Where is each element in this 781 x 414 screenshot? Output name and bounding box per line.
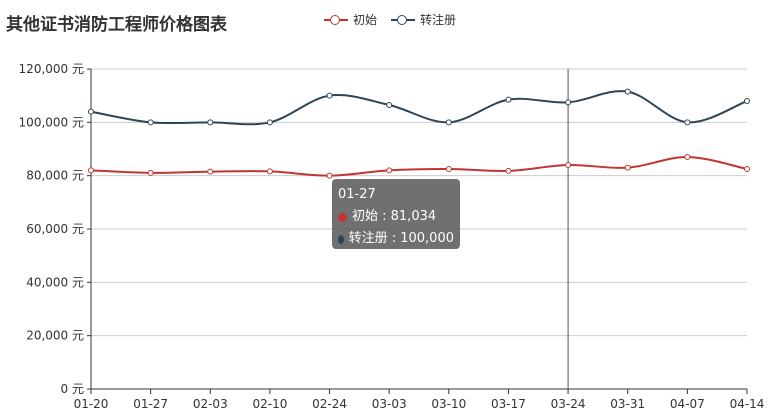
tooltip-title: 01-27 (338, 187, 376, 202)
tooltip-value-transfer: 转注册 : 100,000 (348, 231, 454, 246)
y-tick-label: 100,000 元 (19, 115, 84, 129)
y-tick-label: 120,000 元 (19, 62, 84, 76)
legend-item-initial[interactable]: 初始 (324, 11, 377, 28)
data-point (445, 166, 452, 172)
x-tick-label: 03-17 (491, 397, 526, 411)
x-tick-label: 03-03 (372, 397, 407, 411)
tooltip-row-initial: 初始 : 81,034 (338, 206, 454, 228)
legend-item-transfer[interactable]: 转注册 (391, 11, 456, 28)
x-tick-label: 04-14 (730, 397, 765, 411)
series-line-1 (90, 90, 748, 126)
data-point (147, 119, 154, 126)
data-point (565, 99, 572, 106)
tooltip-row-transfer: 转注册 : 100,000 (338, 228, 454, 250)
data-point (147, 169, 154, 176)
data-point (326, 92, 333, 99)
data-point (445, 119, 452, 126)
legend: 初始 转注册 (324, 11, 470, 28)
x-tick-label: 01-27 (133, 397, 168, 411)
data-point (565, 162, 572, 168)
x-tick-label: 04-07 (670, 397, 705, 411)
data-point (505, 96, 512, 103)
data-point (744, 98, 750, 104)
tooltip-dot-icon (338, 212, 347, 222)
data-point (624, 164, 631, 171)
y-tick-label: 0 元 (61, 382, 84, 396)
legend-label-initial: 初始 (353, 13, 378, 27)
data-point (684, 119, 691, 126)
y-tick-label: 20,000 元 (26, 329, 84, 343)
data-point (386, 167, 393, 174)
data-point (684, 154, 691, 160)
series-line-0 (90, 155, 748, 177)
data-point (88, 167, 94, 174)
x-tick-label: 03-10 (431, 397, 466, 411)
data-point (266, 119, 273, 126)
data-point (326, 172, 333, 179)
x-tick-label: 02-03 (193, 397, 228, 411)
axes: 0 元 20,000 元 40,000 元 60,000 元 80,000 元 100,0… (19, 62, 765, 411)
data-point (624, 88, 631, 95)
chart-title: 其他证书消防工程师价格图表 (6, 15, 227, 35)
series-lines (88, 88, 750, 179)
x-tick-label: 02-24 (312, 397, 347, 411)
x-tick-label: 03-31 (610, 397, 645, 411)
y-tick-label: 80,000 元 (26, 169, 84, 183)
y-tick-label: 60,000 元 (26, 222, 84, 236)
tooltip: 01-27 初始 : 81,034 转注册 : 100,000 (332, 179, 460, 249)
legend-line-marker-icon (391, 14, 416, 26)
data-point (207, 119, 214, 126)
x-tick-label: 03-24 (551, 397, 586, 411)
tooltip-dot-icon (338, 234, 344, 244)
legend-line-marker-icon (324, 14, 348, 26)
data-point (207, 168, 214, 175)
data-point (744, 166, 750, 172)
data-point (386, 102, 393, 108)
x-tick-label: 01-20 (74, 397, 109, 411)
x-tick-label: 02-10 (252, 397, 287, 411)
legend-label-transfer: 转注册 (420, 13, 457, 27)
data-point (266, 168, 273, 175)
data-point (505, 167, 512, 174)
y-tick-label: 40,000 元 (26, 275, 84, 289)
data-point (88, 108, 94, 115)
tooltip-value-initial: 初始 : 81,034 (352, 209, 437, 224)
